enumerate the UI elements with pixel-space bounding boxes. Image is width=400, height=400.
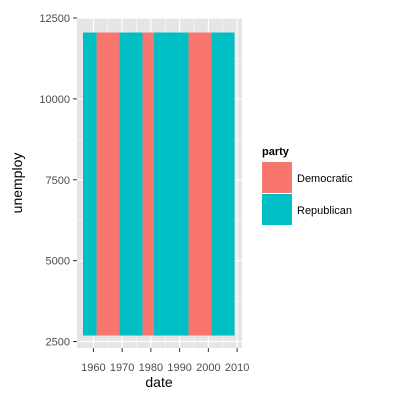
bar-democratic-5: [188, 32, 212, 336]
y-tick-label-7500: 7500: [46, 175, 70, 187]
bar-republican-2: [119, 32, 143, 336]
y-tick-label-5000: 5000: [46, 256, 70, 268]
legend-title: party: [262, 146, 290, 158]
x-tick-label-1960: 1960: [81, 362, 105, 374]
bar-republican-0: [83, 32, 97, 336]
bars: [83, 32, 235, 336]
x-tick-label-2000: 2000: [196, 362, 220, 374]
x-tick-label-1970: 1970: [110, 362, 134, 374]
y-tick-label-12500: 12500: [39, 13, 70, 25]
x-tick-label-1990: 1990: [167, 362, 191, 374]
y-tick-label-2500: 2500: [46, 337, 70, 349]
legend-entry-democratic: Democratic: [262, 162, 353, 193]
y-axis: 2500 5000 7500 10000 12500: [39, 13, 77, 349]
x-axis-title: date: [145, 374, 172, 390]
legend: party Democratic Republican: [262, 146, 353, 225]
legend-entry-republican: Republican: [262, 194, 352, 225]
legend-label-republican: Republican: [297, 205, 352, 217]
y-axis-title: unemploy: [9, 153, 25, 214]
bar-republican-4: [154, 32, 189, 336]
y-tick-label-10000: 10000: [39, 94, 70, 106]
bar-democratic-3: [142, 32, 155, 336]
legend-label-democratic: Democratic: [297, 173, 353, 185]
legend-key-republican: [262, 194, 292, 225]
bar-democratic-1: [96, 32, 120, 336]
legend-key-democratic: [262, 162, 292, 193]
x-axis: 1960 1970 1980 1990 2000 2010: [81, 348, 249, 374]
bar-republican-6: [211, 32, 235, 336]
x-tick-label-2010: 2010: [225, 362, 249, 374]
x-tick-label-1980: 1980: [139, 362, 163, 374]
